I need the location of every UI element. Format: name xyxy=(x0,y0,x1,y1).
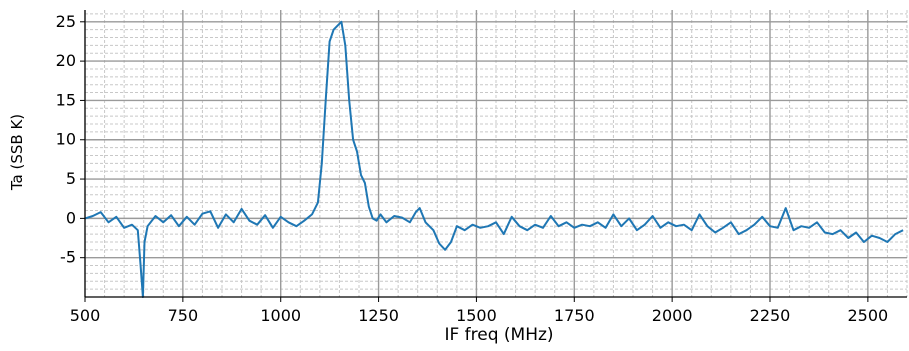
grid xyxy=(84,10,908,297)
x-tick-label: 2500 xyxy=(847,306,888,325)
data-series-line xyxy=(84,20,904,298)
axes xyxy=(80,10,907,302)
tick-labels: 500 750 1000 1250 1500 1750 2000 2250 2500 -5 0 5 10… xyxy=(56,12,889,325)
y-tick-label: -5 xyxy=(60,248,76,267)
y-tick-label: 5 xyxy=(66,169,76,188)
x-tick-label: 500 xyxy=(70,306,101,325)
x-axis-label: IF freq (MHz) xyxy=(444,325,553,345)
y-tick-label: 25 xyxy=(56,12,76,31)
series-layer xyxy=(84,20,904,298)
x-tick-label: 2250 xyxy=(750,306,791,325)
x-tick-label: 1500 xyxy=(456,306,497,325)
x-tick-label: 2000 xyxy=(652,306,693,325)
x-tick-label: 1750 xyxy=(554,306,595,325)
x-tick-label: 1000 xyxy=(260,306,301,325)
y-axis-label: Ta (SSB K) xyxy=(8,114,26,191)
x-tick-label: 750 xyxy=(168,306,199,325)
y-tick-label: 10 xyxy=(56,130,76,149)
x-tick-label: 1250 xyxy=(358,306,399,325)
y-tick-label: 0 xyxy=(66,208,76,227)
y-tick-label: 15 xyxy=(56,90,76,109)
y-tick-label: 20 xyxy=(56,51,76,70)
